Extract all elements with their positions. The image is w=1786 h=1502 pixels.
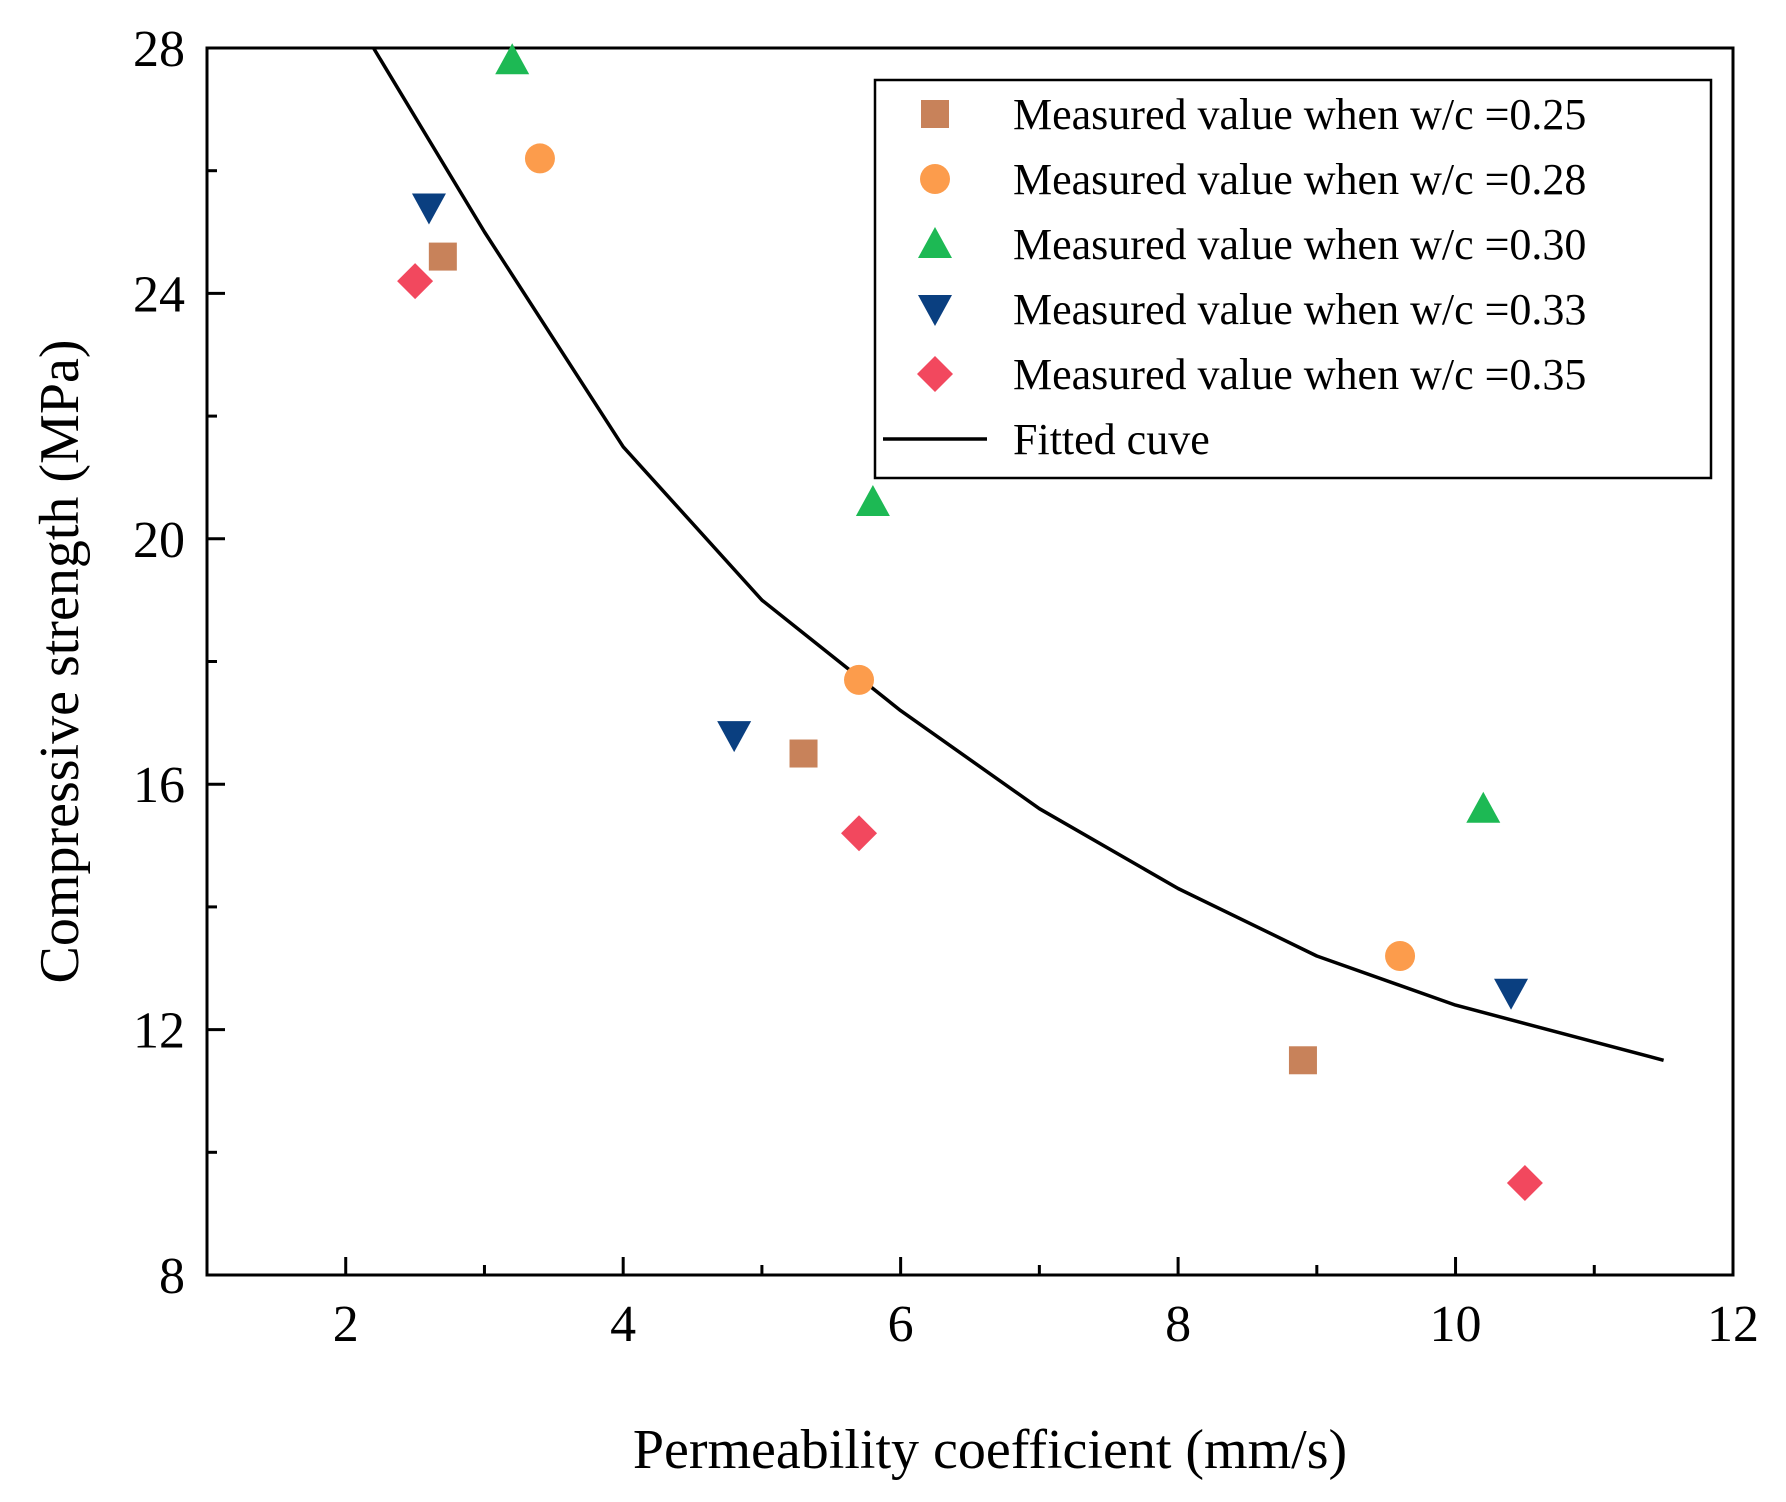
y-axis-title: Compressive strength (MPa) (29, 340, 91, 984)
x-tick-label: 6 (888, 1296, 914, 1353)
x-tick-label: 8 (1165, 1296, 1191, 1353)
data-point-series-4 (411, 193, 446, 225)
legend-marker (918, 227, 952, 258)
data-point-series-2 (1385, 940, 1416, 971)
legend-label: Measured value when w/c =0.33 (1013, 285, 1586, 334)
data-point-series-5 (1506, 1164, 1543, 1201)
x-tick-label: 2 (333, 1296, 359, 1353)
legend-marker (918, 295, 952, 326)
data-point-series-1 (1288, 1046, 1317, 1075)
x-tick-label: 10 (1430, 1296, 1482, 1353)
data-point-series-1 (789, 739, 818, 768)
legend-label: Measured value when w/c =0.30 (1013, 220, 1586, 269)
x-tick-label: 12 (1707, 1296, 1759, 1353)
y-tick-label: 16 (133, 757, 185, 814)
x-axis-title: Permeability coefficient (mm/s) (633, 1419, 1347, 1481)
data-point-series-5 (841, 815, 878, 852)
data-point-series-3 (855, 484, 890, 516)
data-point-series-4 (1494, 978, 1529, 1010)
y-tick-label: 24 (133, 266, 185, 323)
y-tick-label: 12 (133, 1003, 185, 1060)
legend-label: Fitted cuve (1013, 415, 1210, 464)
legend-label: Measured value when w/c =0.28 (1013, 155, 1586, 204)
data-point-series-4 (717, 721, 752, 753)
data-point-series-2 (524, 143, 555, 174)
legend-label: Measured value when w/c =0.25 (1013, 90, 1586, 139)
data-point-series-2 (844, 664, 875, 695)
x-tick-label: 4 (610, 1296, 636, 1353)
data-point-series-3 (1466, 791, 1501, 823)
data-point-series-1 (428, 242, 457, 271)
y-tick-label: 28 (133, 21, 185, 78)
legend-box (873, 78, 1713, 480)
legend-marker (917, 356, 953, 392)
data-point-series-5 (397, 263, 434, 300)
legend-label: Measured value when w/c =0.35 (1013, 350, 1586, 399)
legend-marker (920, 164, 950, 194)
y-tick-label: 8 (159, 1248, 185, 1305)
legend-marker (921, 100, 949, 128)
fitted-curve-line (372, 47, 1665, 1062)
y-tick-label: 20 (133, 512, 185, 569)
data-point-series-3 (495, 43, 530, 75)
